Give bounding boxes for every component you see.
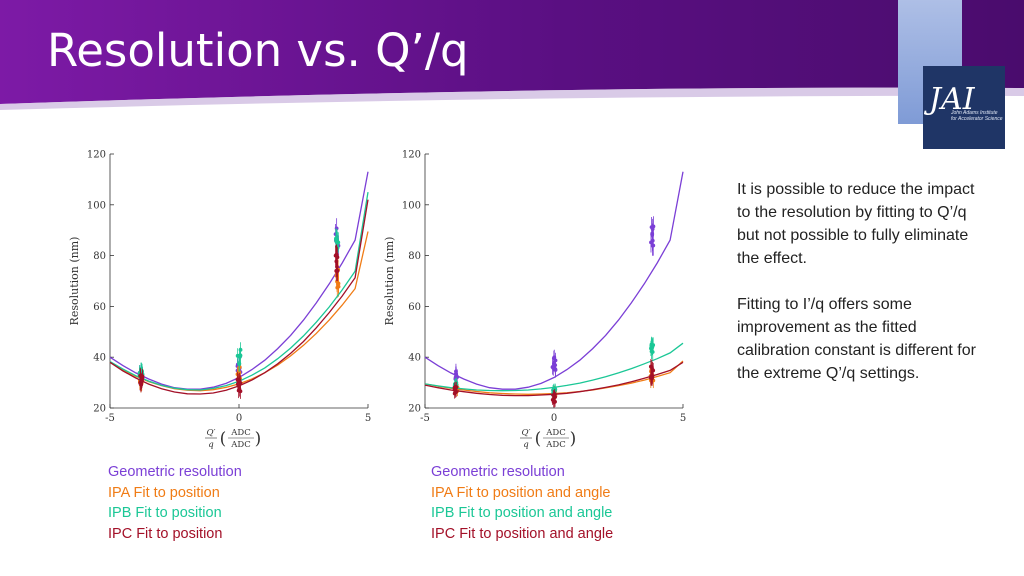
page-title: Resolution vs. Q’/q xyxy=(47,24,469,77)
x-tick-label: 5 xyxy=(365,413,371,424)
data-point xyxy=(334,259,339,264)
y-tick-label: 100 xyxy=(87,200,106,211)
x-label-paren: ) xyxy=(255,429,262,449)
x-tick-label: -5 xyxy=(420,413,430,424)
legend-item: IPA Fit to position xyxy=(108,484,220,501)
x-axis-label: Q′ q (ADC ADC) xyxy=(205,428,261,450)
series-2 xyxy=(109,191,369,391)
legend-item: IPC Fit to position xyxy=(108,525,223,542)
x-label-den: q xyxy=(208,440,214,450)
data-point xyxy=(552,355,557,360)
x-tick-label: -5 xyxy=(105,413,115,424)
x-label-unit-num: ADC xyxy=(545,428,565,438)
chart-left: 20 40 60 80 100 120 -5 0 5 Resolution (nm) Q′ q (ADC… xyxy=(68,150,371,451)
data-point xyxy=(553,367,558,372)
y-tick-label: 120 xyxy=(87,150,106,161)
x-label-num: Q′ xyxy=(522,428,531,438)
y-tick-label: 80 xyxy=(93,251,106,262)
x-label-num: Q′ xyxy=(207,428,216,438)
series-3 xyxy=(109,199,369,399)
x-label-unit-num: ADC xyxy=(230,428,250,438)
logo-subtitle: John Adams Institute for Accelerator Sci… xyxy=(951,110,1003,122)
y-tick-label: 20 xyxy=(408,404,421,415)
y-tick-label: 40 xyxy=(408,353,421,364)
y-tick-label: 20 xyxy=(93,404,106,415)
data-point xyxy=(237,382,242,386)
legend-item: IPB Fit to position and angle xyxy=(431,505,613,521)
data-point xyxy=(138,380,143,385)
paragraph: It is possible to reduce the impact to t… xyxy=(737,181,975,267)
data-point xyxy=(650,367,655,372)
x-label-paren: ( xyxy=(535,429,542,449)
data-point xyxy=(235,353,240,358)
x-tick-label: 5 xyxy=(680,413,686,424)
x-axis-label: Q′ q (ADC ADC) xyxy=(520,428,576,450)
series-0 xyxy=(424,171,684,390)
legend-left: Geometric resolution IPA Fit to position… xyxy=(108,462,242,544)
data-point xyxy=(552,393,557,398)
data-point xyxy=(237,361,242,366)
x-tick-label: 0 xyxy=(551,413,557,424)
legend-item: IPB Fit to position xyxy=(108,505,222,521)
title-banner xyxy=(0,0,1024,110)
legend-item: Geometric resolution xyxy=(108,464,242,480)
y-tick-label: 100 xyxy=(402,200,421,211)
x-label-paren: ( xyxy=(220,429,227,449)
data-point xyxy=(335,264,339,269)
data-point xyxy=(334,254,339,259)
y-tick-label: 60 xyxy=(93,302,106,313)
y-tick-label: 40 xyxy=(93,353,106,364)
data-point xyxy=(650,238,655,243)
x-label-paren: ) xyxy=(570,429,577,449)
x-label-den: q xyxy=(523,440,529,450)
x-label-unit-den: ADC xyxy=(230,440,250,450)
y-tick-label: 80 xyxy=(408,251,421,262)
data-point xyxy=(237,370,242,375)
paragraph: Fitting to I’/q offers some improvement … xyxy=(737,296,976,382)
data-point xyxy=(551,400,556,404)
x-tick-label: 0 xyxy=(236,413,242,424)
legend-item: Geometric resolution xyxy=(431,464,565,480)
y-tick-label: 60 xyxy=(408,302,421,313)
y-axis-label: Resolution (nm) xyxy=(68,237,81,326)
data-point xyxy=(650,227,655,231)
legend-item: IPC Fit to position and angle xyxy=(431,525,614,542)
data-point xyxy=(236,388,241,393)
y-axis-label: Resolution (nm) xyxy=(383,237,396,326)
y-tick-label: 120 xyxy=(402,150,421,161)
fit-line xyxy=(424,171,684,390)
data-point xyxy=(454,369,458,374)
data-point xyxy=(453,386,458,391)
series-3 xyxy=(424,358,684,408)
chart-right: 20 40 60 80 100 120 -5 0 5 Resolution (nm) Q′ q (ADC… xyxy=(383,150,686,451)
legend-right: Geometric resolution IPA Fit to position… xyxy=(431,462,613,544)
legend-item: IPA Fit to position and angle xyxy=(431,484,611,501)
jai-logo: JAI John Adams Institute for Accelerator… xyxy=(923,66,1005,149)
data-point xyxy=(334,236,338,241)
data-point xyxy=(649,349,654,354)
logo-text: JAI xyxy=(929,82,975,117)
x-label-unit-den: ADC xyxy=(545,440,565,450)
body-text: It is possible to reduce the impact to t… xyxy=(737,178,987,408)
